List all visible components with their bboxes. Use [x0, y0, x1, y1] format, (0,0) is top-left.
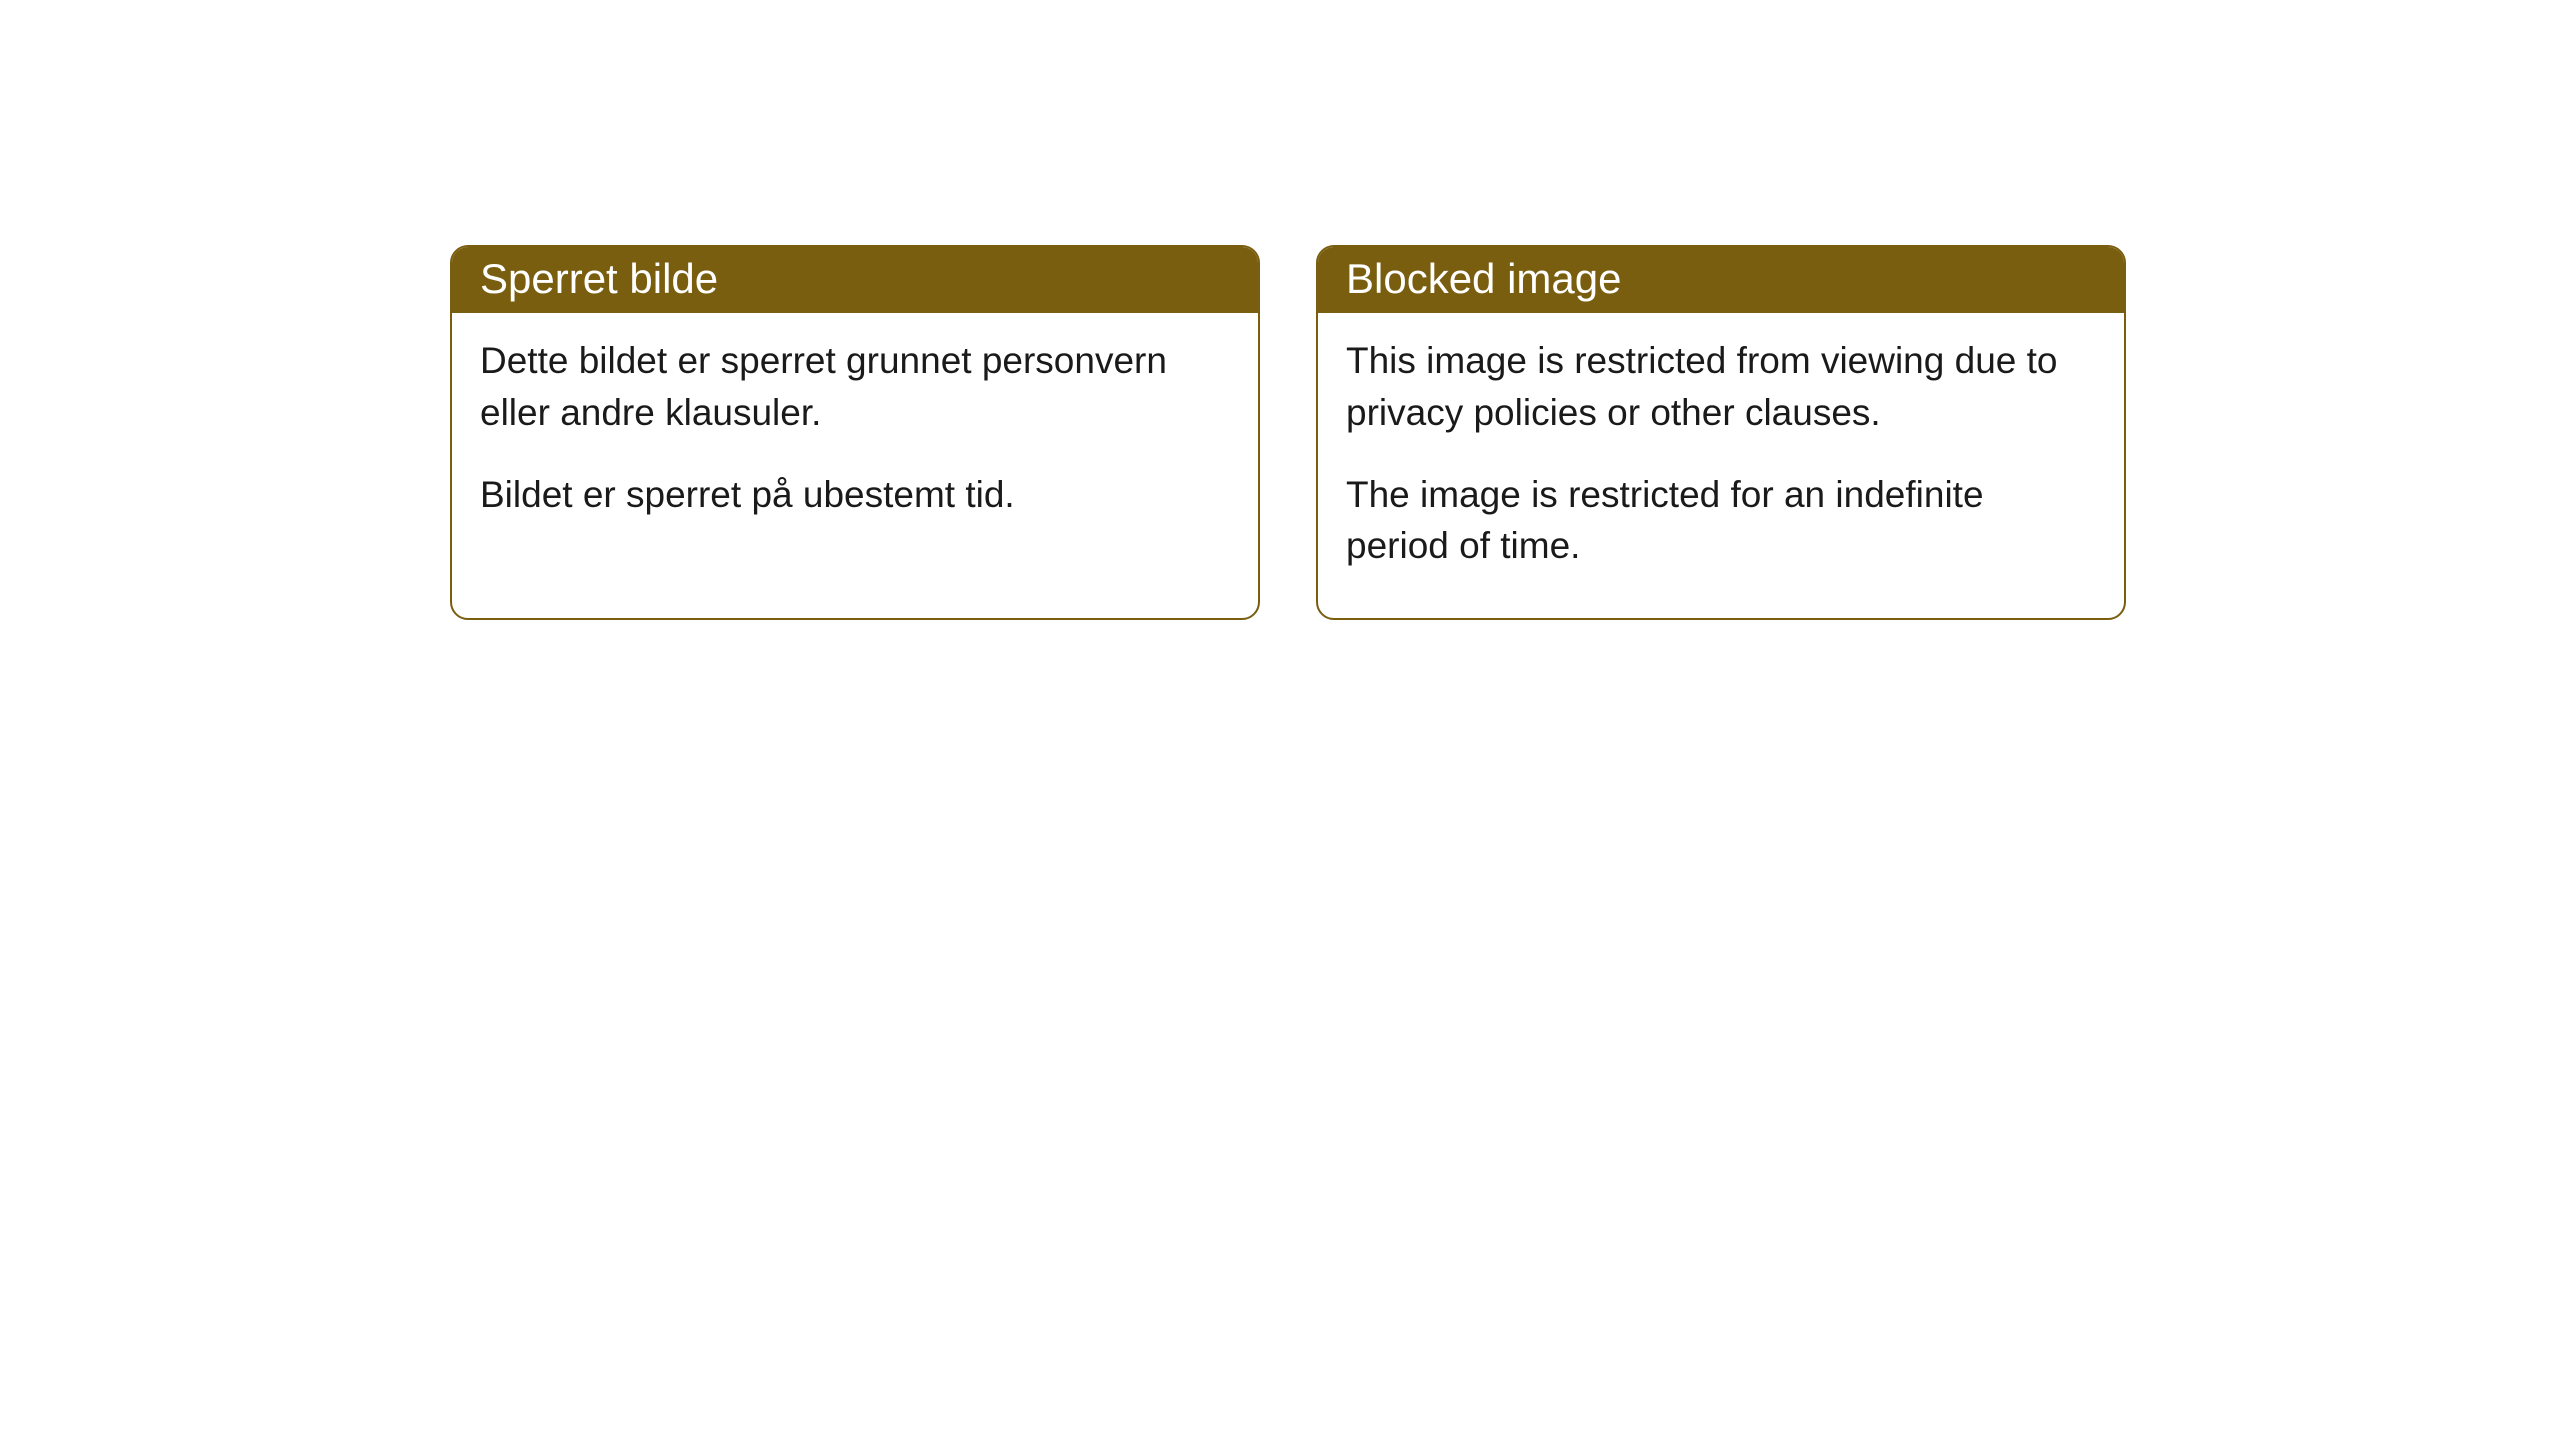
card-body-norwegian: Dette bildet er sperret grunnet personve…	[452, 313, 1258, 566]
card-body-english: This image is restricted from viewing du…	[1318, 313, 2124, 618]
card-english: Blocked image This image is restricted f…	[1316, 245, 2126, 620]
card-text-no-1: Dette bildet er sperret grunnet personve…	[480, 335, 1230, 439]
card-text-en-1: This image is restricted from viewing du…	[1346, 335, 2096, 439]
card-norwegian: Sperret bilde Dette bildet er sperret gr…	[450, 245, 1260, 620]
cards-container: Sperret bilde Dette bildet er sperret gr…	[450, 245, 2560, 620]
card-text-en-2: The image is restricted for an indefinit…	[1346, 469, 2096, 573]
card-text-no-2: Bildet er sperret på ubestemt tid.	[480, 469, 1230, 521]
card-header-norwegian: Sperret bilde	[452, 247, 1258, 313]
card-header-english: Blocked image	[1318, 247, 2124, 313]
